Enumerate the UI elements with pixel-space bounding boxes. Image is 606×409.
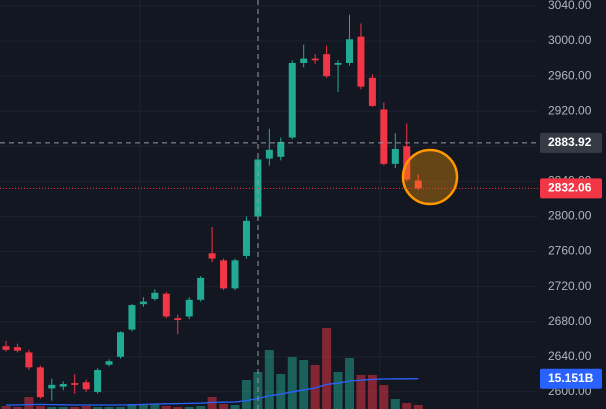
volume-bar <box>24 397 34 409</box>
volume-bar <box>161 406 171 409</box>
volume-bar <box>81 406 91 409</box>
candle-body <box>197 277 205 300</box>
volume-bar <box>173 407 183 409</box>
volume-bar <box>230 405 240 409</box>
candle-body <box>185 299 193 317</box>
y-tick-label: 3000.00 <box>548 33 592 47</box>
candle-body <box>323 54 331 77</box>
candle-body <box>357 36 365 87</box>
y-tick-label: 2760.00 <box>548 244 592 258</box>
volume-ma-tag <box>540 368 602 389</box>
candle-body <box>117 332 124 357</box>
y-tick-label: 2640.00 <box>548 349 592 363</box>
volume-bar <box>219 404 229 409</box>
volume-bar <box>356 375 366 409</box>
candle-body <box>380 109 388 164</box>
candle-body <box>48 384 56 389</box>
y-tick-label: 3040.00 <box>548 0 592 12</box>
volume-ma-line <box>6 378 419 406</box>
volume-bar <box>413 405 423 409</box>
candle-body <box>368 77 376 106</box>
candle-body <box>231 260 239 289</box>
volume-bar <box>104 407 114 409</box>
volume-bar <box>390 399 400 409</box>
volume-bar <box>345 358 354 409</box>
volume-bar <box>47 407 57 409</box>
volume-bar <box>116 407 125 409</box>
candle-body <box>265 149 273 159</box>
volume-bar <box>264 350 274 409</box>
volume-ma-label: 15.151B <box>548 371 594 385</box>
volume-bar <box>299 360 309 409</box>
candle-body <box>25 352 33 368</box>
candle-body <box>208 253 216 259</box>
volume-bar <box>333 372 343 409</box>
highlight-circle <box>401 148 459 206</box>
volume-bar <box>196 406 206 409</box>
volume-bar <box>241 380 251 409</box>
candle-body <box>13 347 21 351</box>
candle-body <box>94 369 102 392</box>
candle-body <box>2 346 10 350</box>
volume-bar <box>12 407 22 409</box>
volume-bar <box>1 406 11 409</box>
candle-body <box>105 361 113 365</box>
candle-body <box>254 159 262 217</box>
candle-body <box>414 180 422 189</box>
crosshair-price-tag <box>540 132 602 153</box>
volume-bar <box>58 407 68 409</box>
y-tick-label: 2800.00 <box>548 209 592 223</box>
last-price-tag <box>540 178 602 199</box>
last-price-label: 2832.06 <box>548 181 592 195</box>
candle-body <box>174 318 182 320</box>
candle-body <box>36 367 44 398</box>
candle-body <box>346 39 353 63</box>
volume-bar <box>310 365 320 409</box>
candle-body <box>300 58 308 63</box>
volume-pane <box>1 328 423 409</box>
volume-bar <box>138 404 148 409</box>
candle-body <box>162 293 170 317</box>
candle-body <box>139 301 147 305</box>
y-tick-label: 2960.00 <box>548 68 592 82</box>
candle-body <box>59 384 67 387</box>
candle-body <box>151 292 159 299</box>
candle-body <box>277 141 285 157</box>
candle-body <box>311 58 319 61</box>
volume-bar <box>379 385 389 409</box>
volume-bar <box>93 407 103 409</box>
volume-bar <box>402 403 412 409</box>
candle-body <box>334 62 342 65</box>
candle-body <box>82 382 90 390</box>
candle-body <box>288 62 296 138</box>
candle-body <box>220 260 228 289</box>
price-axis: 3040.003000.002960.002920.002880.002840.… <box>0 0 602 398</box>
y-tick-label: 2920.00 <box>548 103 592 117</box>
candle-body <box>128 305 136 330</box>
volume-bar <box>367 375 377 409</box>
volume-bar <box>322 328 332 409</box>
volume-bar <box>276 374 286 409</box>
volume-bar <box>150 404 160 409</box>
volume-bar <box>287 357 297 409</box>
candle-body <box>242 220 250 256</box>
volume-bar <box>127 404 137 409</box>
candle-body <box>71 383 79 385</box>
y-tick-label: 2680.00 <box>548 314 592 328</box>
volume-bar <box>35 406 45 409</box>
crosshair-price-label: 2883.92 <box>548 135 592 149</box>
y-tick-label: 2720.00 <box>548 279 592 293</box>
volume-bar <box>70 407 80 409</box>
volume-bar <box>184 407 194 409</box>
candle-body <box>391 148 399 164</box>
